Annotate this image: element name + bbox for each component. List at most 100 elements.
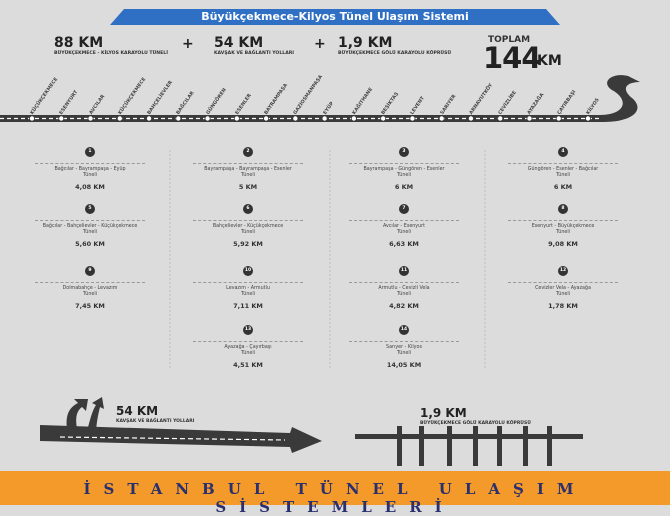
tunnel-length: 7,45 KM <box>75 302 105 310</box>
tunnel-dash-line <box>508 282 618 283</box>
station-marker <box>526 115 533 122</box>
tunnel-name: Bayrampaşa - Bayrampaşa - Esenler Tüneli <box>188 167 308 179</box>
stat-roads-value: 54 KM <box>214 35 264 51</box>
infographic: Büyükçekmece-Kilyos Tünel Ulaşım Sistemi… <box>0 9 670 516</box>
station-marker <box>58 115 65 122</box>
tunnel-name: Bayrampaşa - Güngören - Esenler Tüneli <box>344 167 464 179</box>
tunnel-number-badge: 14 <box>399 325 409 335</box>
tunnel-name-line: Tüneli <box>83 173 97 178</box>
tunnel-number-badge: 5 <box>85 204 95 214</box>
tunnel-name: Cevizler Vela - Ayazağa Tüneli <box>503 286 623 298</box>
tunnel-length: 4,08 KM <box>75 183 105 191</box>
tunnel-number-badge: 3 <box>399 147 409 157</box>
tunnel-length: 4,51 KM <box>233 361 263 369</box>
legend-bridge-value: 1,9 KM <box>420 406 467 420</box>
tunnel-name-line: Bayrampaşa - Bayrampaşa - Esenler <box>204 167 292 172</box>
station-marker <box>204 115 211 122</box>
tunnel-name-line: Tüneli <box>397 292 411 297</box>
station-marker <box>409 115 416 122</box>
station-marker <box>321 115 328 122</box>
tunnel-length: 6,63 KM <box>389 240 419 248</box>
tunnel-dash-line <box>35 282 145 283</box>
tunnel-name-line: Tüneli <box>241 351 255 356</box>
tunnel-number-badge: 10 <box>243 266 253 276</box>
plus-sign-1: + <box>182 36 194 52</box>
tunnel-name-line: Tüneli <box>241 230 255 235</box>
tunnel-number-badge: 1 <box>85 147 95 157</box>
tunnel-length: 7,11 KM <box>233 302 263 310</box>
tunnel-name-line: Tüneli <box>397 351 411 356</box>
tunnel-number-badge: 13 <box>243 325 253 335</box>
station-marker <box>263 115 270 122</box>
tunnel-name-line: Tüneli <box>241 173 255 178</box>
tunnel-dash-line <box>349 220 459 221</box>
tunnel-name-line: Tüneli <box>556 173 570 178</box>
legend-roads-label: KAVŞAK VE BAĞLANTI YOLLARI <box>116 419 195 424</box>
station-marker <box>87 115 94 122</box>
tunnel-name: Levazım - Armutlu Tüneli <box>188 286 308 298</box>
tunnel-name: Ayazağa - Çayırbaşı Tüneli <box>188 345 308 357</box>
title-banner <box>110 9 560 25</box>
station-marker <box>146 115 153 122</box>
tunnel-length: 6 KM <box>553 183 573 191</box>
total-value: 144 <box>483 41 542 75</box>
tunnel-name: Dolmabahçe - Levazım Tüneli <box>30 286 150 298</box>
total-label: TOPLAM <box>488 35 531 45</box>
tunnel-name-line: Bayrampaşa - Güngören - Esenler <box>363 167 445 172</box>
tunnel-length: 14,05 KM <box>386 361 422 369</box>
tunnel-length: 4,82 KM <box>389 302 419 310</box>
tunnel-number-badge: 6 <box>243 204 253 214</box>
station-marker <box>380 115 387 122</box>
stat-tunnel-label: BÜYÜKÇEKMECE - KİLYOS KARAYOLU TÜNELİ <box>54 51 168 56</box>
footer-bar: İSTANBUL TÜNEL ULAŞIM SİSTEMLERİ <box>0 471 670 516</box>
tunnel-name-line: Tüneli <box>556 292 570 297</box>
tunnel-name: Güngören - Esenler - Bağcılar Tüneli <box>503 167 623 179</box>
footer-title: İSTANBUL TÜNEL ULAŞIM SİSTEMLERİ <box>83 480 587 516</box>
station-marker <box>116 115 123 122</box>
station-marker <box>555 115 562 122</box>
tunnel-name-line: Güngören - Esenler - Bağcılar <box>527 167 599 172</box>
tunnel-number-badge: 12 <box>558 266 568 276</box>
stat-bridge-label: BÜYÜKÇEKMECE GÖLÜ KARAYOLU KÖPRÜSÜ <box>338 51 452 56</box>
tunnel-name-line: Tüneli <box>397 173 411 178</box>
stat-roads: 54 KM KAVŞAK VE BAĞLANTI YOLLARI <box>214 35 294 57</box>
tunnel-name: Bahçelievler - Küçükçekmece Tüneli <box>188 224 308 236</box>
tunnel-name-line: Levazım - Armutlu <box>226 286 270 291</box>
tunnel-length: 9,08 KM <box>548 240 578 248</box>
tunnel-name: Sarıyer - Kilyos Tüneli <box>344 345 464 357</box>
tunnel-name-line: Avcılar - Esenyurt <box>382 224 426 229</box>
tunnel-name-line: Tüneli <box>83 292 97 297</box>
tunnel-number-badge: 11 <box>399 266 409 276</box>
tunnel-name-line: Tüneli <box>241 292 255 297</box>
column-dividers <box>169 150 486 370</box>
station-marker <box>28 115 35 122</box>
station-marker <box>292 115 299 122</box>
tunnel-length: 5,92 KM <box>233 240 263 248</box>
stat-roads-label: KAVŞAK VE BAĞLANTI YOLLARI <box>214 51 294 56</box>
tunnel-name-line: Tüneli <box>83 230 97 235</box>
tunnel-name-line: Tüneli <box>397 230 411 235</box>
roads-legend-graphic <box>40 397 322 453</box>
page-title: Büyükçekmece-Kilyos Tünel Ulaşım Sistemi <box>201 10 469 23</box>
tunnel-number-badge: 2 <box>243 147 253 157</box>
legend-roads-value: 54 KM <box>116 404 159 418</box>
tunnel-dash-line <box>508 163 618 164</box>
tunnel-dash-line <box>508 220 618 221</box>
tunnel-name: Bağcılar - Bahçelievler - Küçükçekmece Tü… <box>30 224 150 236</box>
tunnel-name: Avcılar - Esenyurt Tüneli <box>344 224 464 236</box>
tunnel-number-badge: 8 <box>558 204 568 214</box>
tunnel-dash-line <box>193 282 303 283</box>
tunnel-name-line: Ayazağa - Çayırbaşı <box>224 345 272 350</box>
tunnel-name: Armutlu - Cevizli Vela Tüneli <box>344 286 464 298</box>
tunnel-name-line: Sarıyer - Kilyos <box>386 345 422 350</box>
tunnel-name-line: Armutlu - Cevizli Vela <box>378 286 430 291</box>
tunnel-dash-line <box>349 341 459 342</box>
tunnel-name: Esenyurt - Büyükçekmece Tüneli <box>503 224 623 236</box>
tunnel-dash-line <box>193 341 303 342</box>
turn-arrow-icon <box>66 399 88 435</box>
tunnel-name-line: Tüneli <box>556 230 570 235</box>
tunnel-name-line: Bağcılar - Bayrampaşa - Eyüp <box>54 167 126 172</box>
tunnel-number-badge: 7 <box>399 204 409 214</box>
tunnel-name: Bağcılar - Bayrampaşa - Eyüp Tüneli <box>30 167 150 179</box>
tunnel-dash-line <box>35 220 145 221</box>
